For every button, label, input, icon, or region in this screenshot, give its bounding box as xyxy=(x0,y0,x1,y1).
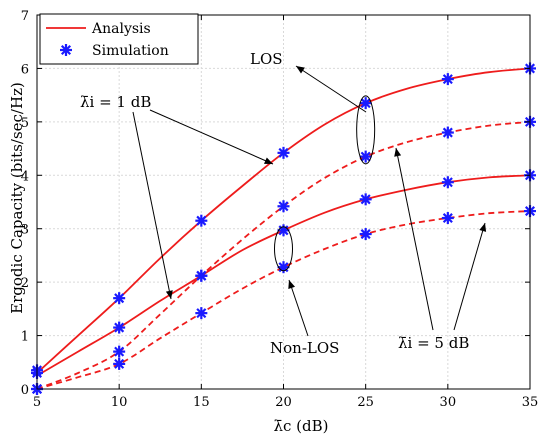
legend-star xyxy=(60,44,72,56)
simulation-point xyxy=(113,357,126,370)
x-axis-label: λ̄c (dB) xyxy=(273,417,328,435)
simulation-point xyxy=(113,321,126,334)
x-tick-label: 30 xyxy=(440,395,457,410)
x-tick-label: 5 xyxy=(33,395,41,410)
legend: Analysis Simulation xyxy=(39,13,199,65)
ellipse-los xyxy=(356,95,376,165)
y-axis-label: Ergodic Capacity (bits/sec/Hz) xyxy=(8,82,26,314)
y-tick-label: 1 xyxy=(21,330,29,345)
x-tick-label: 15 xyxy=(193,395,210,410)
simulation-point xyxy=(359,97,372,110)
arrow-lambda-5db-lower xyxy=(453,222,487,331)
simulation-point xyxy=(113,345,126,358)
simulation-point xyxy=(441,176,454,189)
y-tick-label: 7 xyxy=(21,9,29,24)
y-tick-label: 6 xyxy=(21,62,29,77)
simulation-point xyxy=(359,193,372,206)
x-tick-label: 25 xyxy=(357,395,374,410)
simulation-point xyxy=(195,269,208,282)
x-tick-label: 20 xyxy=(275,395,292,410)
simulation-point xyxy=(195,214,208,227)
annotations: LOS λ̄i = 1 dB Non-LOS λ̄i = 5 dB xyxy=(80,50,487,357)
x-tick-label: 10 xyxy=(111,395,128,410)
simulation-point xyxy=(359,150,372,163)
y-tick-label: 3 xyxy=(21,223,29,238)
arrow-nonlos xyxy=(288,279,309,337)
y-tick-label: 2 xyxy=(21,276,29,291)
x-tick-label: 35 xyxy=(522,395,539,410)
arrow-lambda-1db-lower xyxy=(132,111,173,300)
y-tick-label: 4 xyxy=(21,169,29,184)
legend-simulation-marker xyxy=(60,44,72,56)
annotation-nonlos: Non-LOS xyxy=(270,339,339,357)
simulation-point xyxy=(277,200,290,213)
simulation-point xyxy=(441,212,454,225)
annotation-lambda-1db: λ̄i = 1 dB xyxy=(80,93,151,111)
legend-analysis-label: Analysis xyxy=(91,21,151,37)
legend-box xyxy=(39,13,199,65)
simulation-point xyxy=(277,224,290,237)
simulation-point xyxy=(441,126,454,139)
simulation-point xyxy=(277,146,290,159)
simulation-point xyxy=(277,261,290,274)
simulation-point xyxy=(441,73,454,86)
y-tick-label: 5 xyxy=(21,116,29,131)
simulation-point xyxy=(113,292,126,305)
simulation-point xyxy=(195,307,208,320)
simulation-point xyxy=(359,228,372,241)
arrow-los xyxy=(295,65,367,113)
legend-simulation-label: Simulation xyxy=(92,43,169,59)
y-tick-label: 0 xyxy=(21,383,29,398)
ellipse-nonlos xyxy=(274,226,293,272)
axis-ticks: 5 10 15 20 25 30 35 0 1 2 3 4 5 6 7 xyxy=(21,9,539,410)
arrow-lambda-1db-upper xyxy=(149,109,274,165)
annotation-lambda-5db: λ̄i = 5 dB xyxy=(398,334,469,352)
annotation-los: LOS xyxy=(250,50,283,68)
arrow-lambda-5db-upper xyxy=(394,147,434,331)
